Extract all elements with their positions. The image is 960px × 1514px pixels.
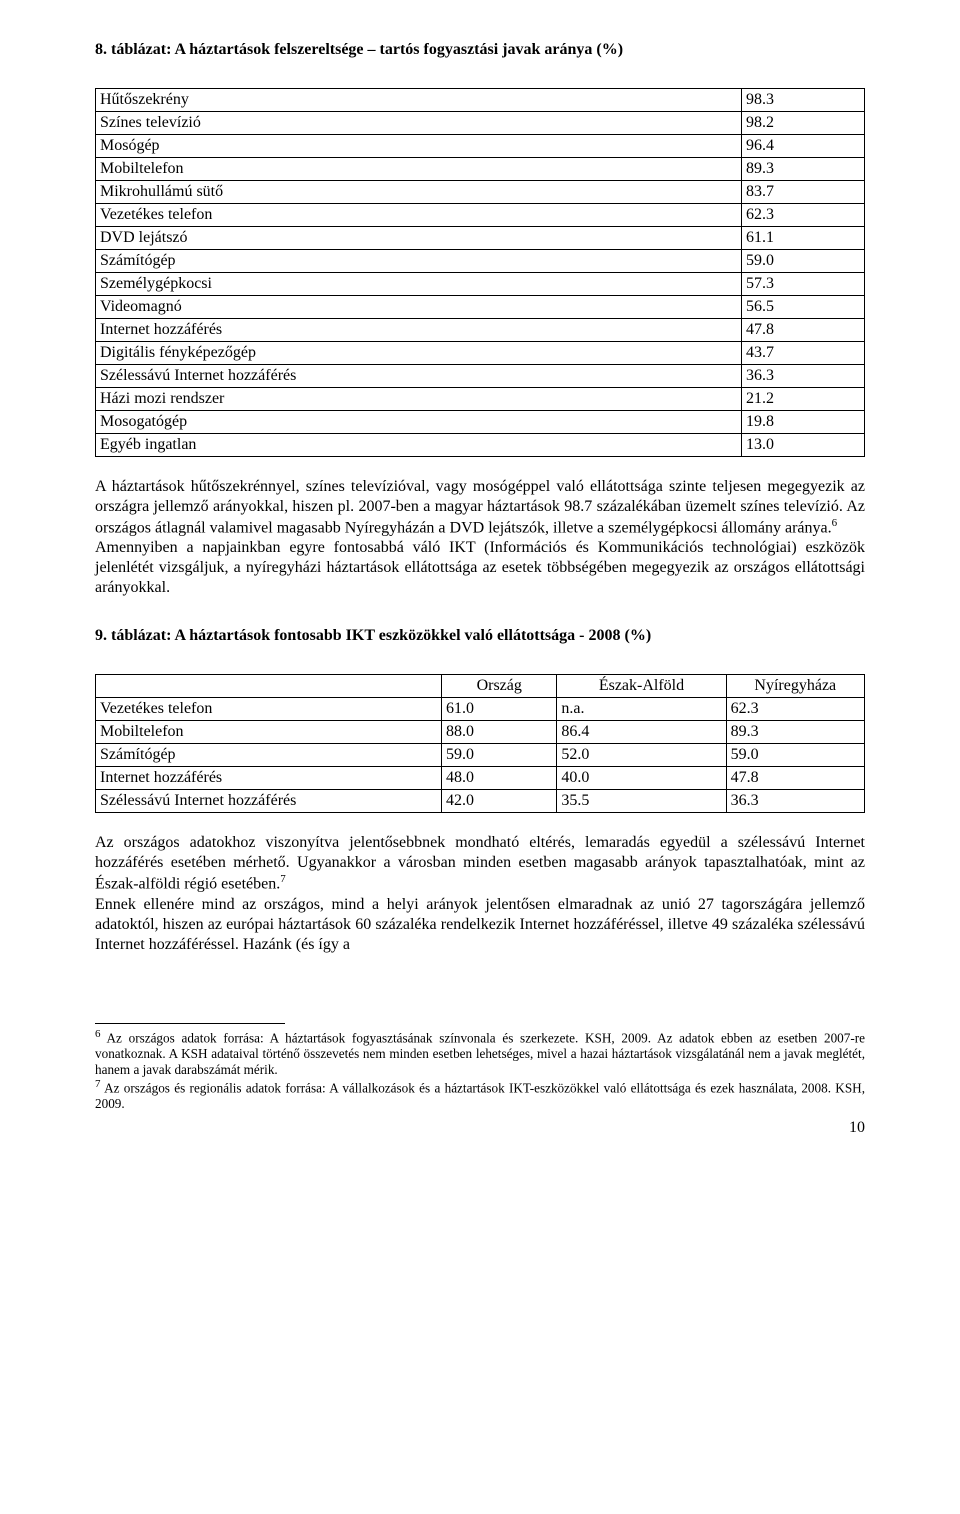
cell-value: 48.0 [442, 767, 557, 790]
column-header: Észak-Alföld [557, 675, 726, 698]
cell-label: Digitális fényképezőgép [96, 342, 742, 365]
table-row: Vezetékes telefon62.3 [96, 204, 865, 227]
cell-label: Vezetékes telefon [96, 204, 742, 227]
cell-value: 89.3 [726, 721, 864, 744]
table-row: Házi mozi rendszer21.2 [96, 388, 865, 411]
table-row: Digitális fényképezőgép43.7 [96, 342, 865, 365]
column-header [96, 675, 442, 698]
column-header: Nyíregyháza [726, 675, 864, 698]
page-number: 10 [95, 1118, 865, 1138]
cell-label: Vezetékes telefon [96, 698, 442, 721]
table-row: Hűtőszekrény98.3 [96, 89, 865, 112]
table-row: Szélessávú Internet hozzáférés36.3 [96, 365, 865, 388]
cell-label: Hűtőszekrény [96, 89, 742, 112]
cell-label: Internet hozzáférés [96, 767, 442, 790]
table-row: Mobiltelefon88.086.489.3 [96, 721, 865, 744]
footnote-7-text: Az országos és regionális adatok forrása… [95, 1080, 865, 1111]
cell-value: 86.4 [557, 721, 726, 744]
cell-value: 59.0 [726, 744, 864, 767]
cell-value: 56.5 [741, 296, 864, 319]
cell-value: 62.3 [741, 204, 864, 227]
cell-value: 36.3 [741, 365, 864, 388]
cell-value: 13.0 [741, 434, 864, 457]
cell-label: Szélessávú Internet hozzáférés [96, 790, 442, 813]
table-row: Videomagnó56.5 [96, 296, 865, 319]
cell-label: Mosogatógép [96, 411, 742, 434]
cell-value: 42.0 [442, 790, 557, 813]
table-row: Számítógép59.0 [96, 250, 865, 273]
cell-value: 52.0 [557, 744, 726, 767]
cell-label: Egyéb ingatlan [96, 434, 742, 457]
footnote-ref-6: 6 [832, 517, 838, 529]
cell-value: 62.3 [726, 698, 864, 721]
cell-label: Videomagnó [96, 296, 742, 319]
table2: OrszágÉszak-AlföldNyíregyháza Vezetékes … [95, 674, 865, 813]
cell-value: 21.2 [741, 388, 864, 411]
table1: Hűtőszekrény98.3Színes televízió98.2Mosó… [95, 88, 865, 457]
paragraph-2: Az országos adatokhoz viszonyítva jelent… [95, 833, 865, 954]
table1-heading: 8. táblázat: A háztartások felszereltség… [95, 40, 865, 60]
cell-label: Mobiltelefon [96, 158, 742, 181]
table-row: Mosógép96.4 [96, 135, 865, 158]
cell-value: 43.7 [741, 342, 864, 365]
table-row: Vezetékes telefon61.0n.a.62.3 [96, 698, 865, 721]
cell-label: Házi mozi rendszer [96, 388, 742, 411]
cell-label: Számítógép [96, 250, 742, 273]
table-row: Egyéb ingatlan13.0 [96, 434, 865, 457]
cell-value: 47.8 [741, 319, 864, 342]
table-row: Személygépkocsi57.3 [96, 273, 865, 296]
table-row: Internet hozzáférés47.8 [96, 319, 865, 342]
cell-value: 35.5 [557, 790, 726, 813]
footnote-7: 7 Az országos és regionális adatok forrá… [95, 1078, 865, 1112]
cell-value: 59.0 [442, 744, 557, 767]
table-row: Szélessávú Internet hozzáférés42.035.536… [96, 790, 865, 813]
footnote-6-text: Az országos adatok forrása: A háztartáso… [95, 1030, 865, 1077]
cell-value: 98.2 [741, 112, 864, 135]
cell-value: n.a. [557, 698, 726, 721]
cell-label: Színes televízió [96, 112, 742, 135]
paragraph-2-text-a: Az országos adatokhoz viszonyítva jelent… [95, 834, 865, 892]
cell-value: 40.0 [557, 767, 726, 790]
paragraph-2-text-b: Ennek ellenére mind az országos, mind a … [95, 896, 865, 953]
cell-label: Szélessávú Internet hozzáférés [96, 365, 742, 388]
cell-value: 83.7 [741, 181, 864, 204]
table-row: DVD lejátszó61.1 [96, 227, 865, 250]
table-row: Mikrohullámú sütő83.7 [96, 181, 865, 204]
cell-value: 57.3 [741, 273, 864, 296]
cell-value: 19.8 [741, 411, 864, 434]
table-row: Mosogatógép19.8 [96, 411, 865, 434]
cell-value: 61.0 [442, 698, 557, 721]
cell-label: Mobiltelefon [96, 721, 442, 744]
table-row: Számítógép59.052.059.0 [96, 744, 865, 767]
cell-value: 61.1 [741, 227, 864, 250]
table-row: Színes televízió98.2 [96, 112, 865, 135]
cell-value: 36.3 [726, 790, 864, 813]
cell-label: Mosógép [96, 135, 742, 158]
table2-heading: 9. táblázat: A háztartások fontosabb IKT… [95, 626, 865, 646]
footnote-ref-7: 7 [280, 873, 286, 885]
paragraph-1: A háztartások hűtőszekrénnyel, színes te… [95, 477, 865, 598]
cell-label: Internet hozzáférés [96, 319, 742, 342]
paragraph-1-text-b: Amennyiben a napjainkban egyre fontosabb… [95, 539, 865, 596]
cell-label: DVD lejátszó [96, 227, 742, 250]
cell-value: 88.0 [442, 721, 557, 744]
table-row: Mobiltelefon89.3 [96, 158, 865, 181]
footnote-separator [95, 1023, 285, 1024]
cell-value: 96.4 [741, 135, 864, 158]
cell-value: 98.3 [741, 89, 864, 112]
cell-value: 59.0 [741, 250, 864, 273]
cell-value: 89.3 [741, 158, 864, 181]
column-header: Ország [442, 675, 557, 698]
cell-label: Mikrohullámú sütő [96, 181, 742, 204]
paragraph-1-text-a: A háztartások hűtőszekrénnyel, színes te… [95, 478, 865, 536]
cell-value: 47.8 [726, 767, 864, 790]
cell-label: Személygépkocsi [96, 273, 742, 296]
cell-label: Számítógép [96, 744, 442, 767]
table-row: Internet hozzáférés48.040.047.8 [96, 767, 865, 790]
footnote-6: 6 Az országos adatok forrása: A háztartá… [95, 1028, 865, 1078]
